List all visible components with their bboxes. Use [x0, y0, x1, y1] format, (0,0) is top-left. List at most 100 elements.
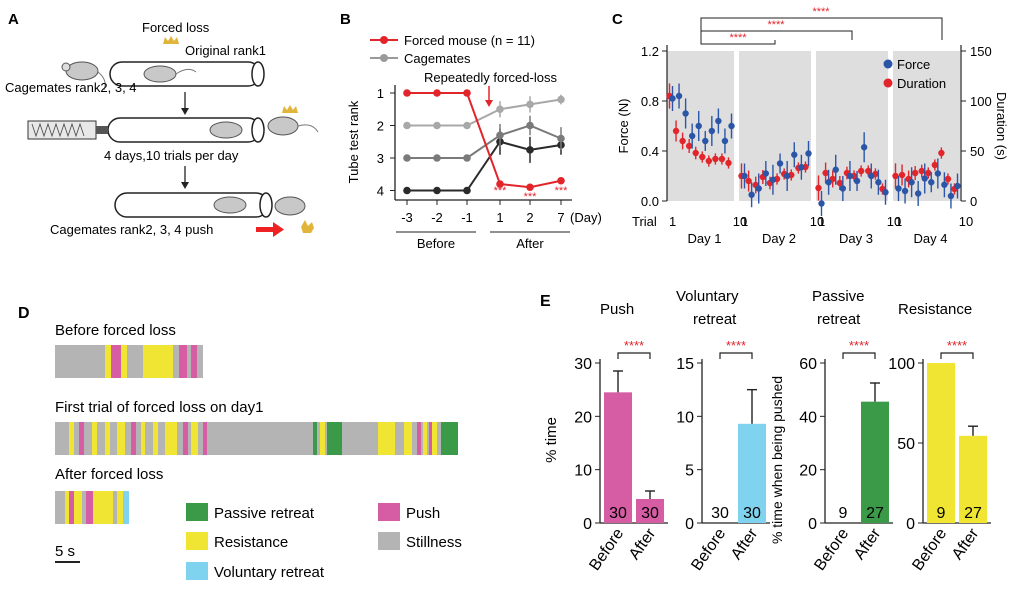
- duration-point: [725, 159, 732, 167]
- crown-icon: [282, 105, 298, 113]
- panel-c: C 1.2 0.8 0.4 0.0 150 100 50 0 Force (N) Duration…: [612, 6, 1009, 246]
- force-point: [895, 185, 902, 192]
- n-label: 30: [711, 505, 729, 522]
- duration-point: [938, 149, 945, 157]
- mouse-icon: [274, 196, 306, 216]
- data-point: [403, 89, 411, 97]
- ethogram-segment: [79, 422, 84, 455]
- legend-swatch-push: [378, 503, 400, 521]
- first-trial-title: First trial of forced loss on day1: [55, 399, 263, 416]
- ethogram-segment: [197, 345, 203, 378]
- panel-c-label: C: [612, 11, 623, 28]
- significance-mark: ****: [947, 338, 967, 353]
- force-point: [875, 179, 882, 186]
- x-tick-label: 7: [557, 210, 564, 225]
- ethogram-segment: [165, 422, 177, 455]
- data-point: [433, 89, 441, 97]
- legend-swatch-stillness: [378, 532, 400, 550]
- x-label-after: After: [851, 525, 885, 563]
- day-label: Day 1: [688, 231, 722, 246]
- after-label: After: [516, 236, 544, 251]
- duration-point: [712, 155, 719, 163]
- duration-point: [679, 137, 686, 145]
- significance-mark: ****: [812, 6, 830, 18]
- ethogram-segment: [97, 422, 105, 455]
- y-tick-label-right: 100: [970, 94, 992, 109]
- duration-point: [892, 172, 899, 180]
- ethogram-segment: [437, 422, 441, 455]
- significance-mark: ****: [767, 19, 785, 31]
- y-axis-label-right: Duration (s): [994, 92, 1009, 160]
- ethogram-segment: [92, 422, 97, 455]
- n-label: 27: [866, 505, 884, 522]
- force-point: [675, 92, 683, 100]
- ethogram-segment: [117, 422, 125, 455]
- y-axis-label-left: Force (N): [616, 99, 631, 154]
- down-arrow-icon: [181, 92, 189, 115]
- ethogram-segment: [342, 422, 378, 455]
- ethogram-after: [55, 491, 129, 524]
- significance-mark: ***: [555, 185, 569, 197]
- trial-tick-label: 1: [895, 214, 902, 229]
- legend-swatch-voluntary: [186, 562, 208, 580]
- ethogram-segment: [191, 422, 198, 455]
- legend-forced-label: Forced mouse (n = 11): [404, 33, 535, 48]
- significance-mark: ****: [726, 338, 746, 353]
- ethogram-segment: [125, 422, 131, 455]
- duration-point: [822, 169, 829, 177]
- significance-mark: ***: [494, 185, 508, 197]
- annotation-arrow-icon: [485, 86, 493, 107]
- force-point: [755, 185, 762, 192]
- panel-e-label: E: [540, 293, 551, 310]
- force-point: [868, 172, 875, 180]
- force-point: [954, 182, 961, 190]
- sig-bracket: [940, 352, 974, 359]
- days-trials-text: 4 days,10 trials per day: [104, 148, 239, 163]
- legend-duration-marker: [883, 78, 893, 88]
- ethogram-segment: [198, 422, 203, 455]
- y-tick-label: 2: [377, 119, 384, 134]
- ethogram-segment: [187, 345, 191, 378]
- tube-icon: [114, 192, 273, 218]
- voluntary-title-line1: Voluntary: [676, 288, 739, 305]
- ethogram-before: [55, 345, 203, 378]
- before-forced-loss-title: Before forced loss: [55, 322, 176, 339]
- force-point: [688, 132, 696, 140]
- duration-point: [918, 167, 925, 175]
- bar: [959, 435, 987, 523]
- ethogram-segment: [153, 422, 158, 455]
- ethogram-segment: [74, 422, 79, 455]
- trial-tick-label: 1: [818, 214, 825, 229]
- force-point: [721, 137, 729, 145]
- n-label: 9: [937, 505, 946, 522]
- y-tick-label: 15: [676, 356, 694, 373]
- duration-point: [745, 177, 752, 185]
- ethogram-segment: [65, 491, 69, 524]
- ethogram-segment: [177, 422, 183, 455]
- legend-swatch-resistance: [186, 532, 208, 550]
- duration-point: [705, 157, 713, 165]
- y-tick-label: 40: [799, 409, 817, 426]
- duration-point: [836, 179, 844, 187]
- y-tick-label: 20: [799, 463, 817, 480]
- n-label: 27: [964, 505, 982, 522]
- day-label: Day 3: [839, 231, 873, 246]
- x-label-before: Before: [909, 525, 950, 573]
- force-point: [921, 175, 928, 182]
- y-tick-label: 0.0: [641, 194, 659, 209]
- duration-point: [898, 171, 906, 179]
- ylabel-time: % time: [543, 417, 560, 463]
- data-point: [433, 121, 441, 130]
- y-tick-label: 0: [583, 516, 592, 533]
- ethogram-segment: [427, 422, 429, 455]
- data-point: [463, 186, 471, 195]
- y-tick-label: 10: [676, 409, 694, 426]
- sig-bracket: [700, 40, 776, 45]
- ethogram-segment: [127, 345, 143, 378]
- data-point: [496, 131, 504, 140]
- y-tick-label: 0: [685, 516, 694, 533]
- force-point: [708, 127, 716, 135]
- force-point: [928, 179, 935, 186]
- data-point: [496, 180, 504, 188]
- trial-tick-label: 1: [669, 214, 676, 229]
